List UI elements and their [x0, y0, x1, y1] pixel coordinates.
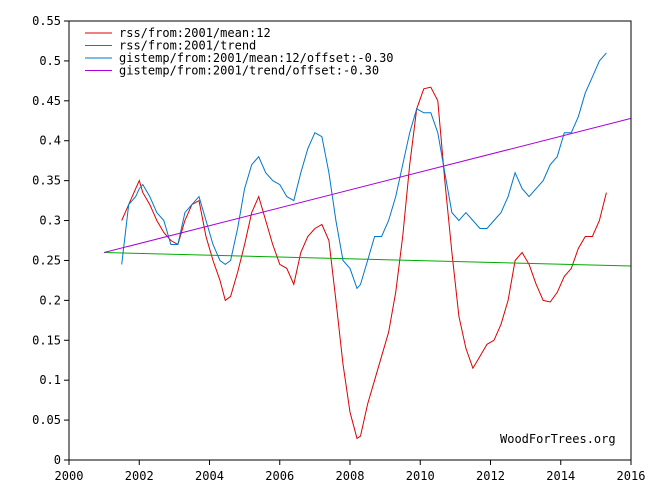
x-axis: 2000 2002 2004 2006 2008 2010 2012 2014 2016: [55, 460, 646, 483]
y-tick-label: 0.25: [32, 253, 61, 267]
y-axis: 0 0.05 0.1 0.15 0.2 0.25 0.3 0.35 0.4 0.45 0.5 0.55: [32, 14, 69, 467]
series-line-4: [103, 117, 632, 253]
legend-label: rss/from:2001/mean:12: [119, 26, 271, 40]
legend-label: gistemp/from:2001/trend/offset:-0.30: [119, 64, 379, 78]
y-tick-label: 0.05: [32, 413, 61, 427]
y-tick-label: 0.55: [32, 14, 61, 28]
y-tick-label: 0.35: [32, 174, 61, 188]
watermark: WoodForTrees.org: [500, 432, 616, 446]
series-line-1: [121, 86, 607, 440]
x-tick-label: 2010: [406, 469, 435, 483]
legend-label: rss/from:2001/trend: [119, 39, 256, 53]
y-tick-label: 0.45: [32, 94, 61, 108]
y-tick-label: 0.3: [39, 214, 61, 228]
series-line-3: [121, 52, 607, 290]
y-tick-label: 0.1: [39, 373, 61, 387]
y-tick-label: 0: [54, 453, 61, 467]
legend-label: gistemp/from:2001/mean:12/offset:-0.30: [119, 51, 394, 65]
x-tick-label: 2002: [125, 469, 154, 483]
y-tick-label: 0.4: [39, 134, 61, 148]
series-layer: [103, 52, 632, 440]
y-tick-label: 0.2: [39, 293, 61, 307]
x-tick-label: 2016: [617, 469, 646, 483]
x-tick-label: 2004: [195, 469, 224, 483]
x-tick-label: 2014: [546, 469, 575, 483]
x-tick-label: 2012: [476, 469, 505, 483]
y-tick-label: 0.15: [32, 333, 61, 347]
x-tick-label: 2008: [336, 469, 365, 483]
y-tick-label: 0.5: [39, 54, 61, 68]
legend: rss/from:2001/mean:12rss/from:2001/trend…: [85, 26, 394, 78]
x-tick-label: 2000: [55, 469, 84, 483]
x-tick-label: 2006: [265, 469, 294, 483]
